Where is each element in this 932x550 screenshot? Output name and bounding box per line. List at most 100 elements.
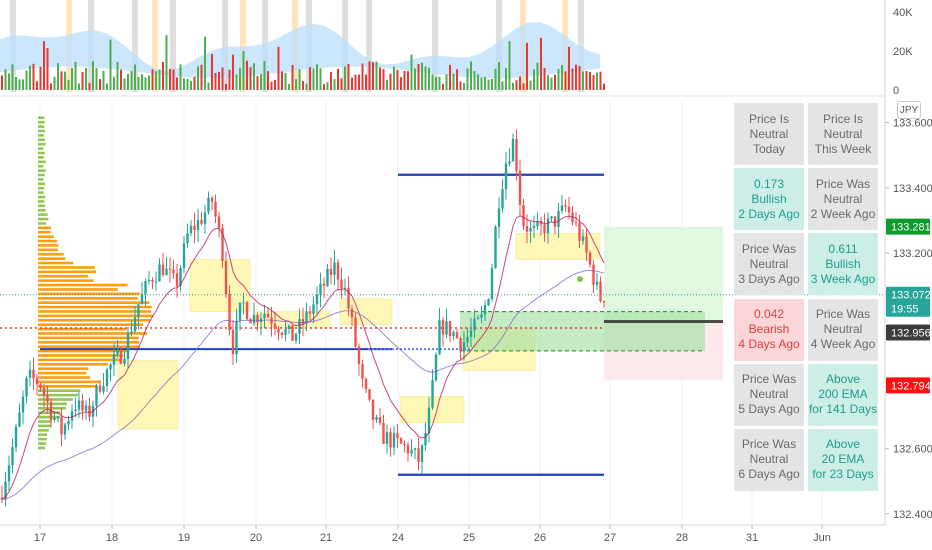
volume-bar <box>137 76 140 90</box>
candle <box>109 362 112 382</box>
volume-bar <box>190 80 192 90</box>
price-tags: 133.281 133.072 19:55 132.956 132.794 <box>886 218 931 394</box>
volume-bar <box>270 81 273 90</box>
candle <box>326 264 329 287</box>
profile-bar <box>38 340 140 344</box>
candle <box>494 225 497 269</box>
candle <box>487 298 490 307</box>
volume-bar <box>267 71 269 90</box>
candle <box>375 414 378 423</box>
profile-bar <box>38 239 57 243</box>
volume-bar <box>64 71 66 90</box>
candle-body <box>459 338 462 352</box>
candle-body <box>581 236 585 241</box>
candle <box>445 308 448 339</box>
candle <box>550 215 553 222</box>
level-lines <box>0 173 885 476</box>
candles-layer[interactable] <box>0 129 606 507</box>
candle-body <box>588 252 592 265</box>
candle <box>574 212 578 227</box>
profile-bar <box>38 134 44 137</box>
candle-body <box>35 378 39 385</box>
volume-bar <box>484 76 486 90</box>
candle-body <box>431 380 434 408</box>
candle-body <box>312 304 315 314</box>
profile-bar <box>38 125 45 128</box>
volume-bar <box>347 63 350 90</box>
profile-bar <box>38 164 44 168</box>
candle <box>434 352 438 382</box>
volume-bar <box>158 69 161 90</box>
volume-bar <box>298 69 301 90</box>
volume-bar <box>211 53 213 90</box>
currency-badge[interactable]: JPY <box>897 101 921 119</box>
candle <box>266 308 270 319</box>
volume-bar <box>533 69 535 90</box>
volume-bar <box>277 46 280 90</box>
volume-bar <box>165 35 168 90</box>
time-tick-label: 24 <box>392 532 404 544</box>
candle-body <box>109 364 112 370</box>
candle <box>515 129 518 181</box>
profile-bar <box>38 213 48 216</box>
candle <box>63 422 67 440</box>
profile-bar <box>38 147 44 150</box>
volume-bar <box>109 39 112 90</box>
candle-body <box>245 302 249 320</box>
volume-bar <box>141 74 143 90</box>
axes: 133.600 133.400 133.200 132.600 132.400 40K 20… <box>34 7 932 544</box>
candle <box>193 212 196 244</box>
candle <box>462 331 466 361</box>
volume-bar <box>11 64 14 90</box>
volume-bar <box>515 80 518 90</box>
volume-bar <box>550 77 553 90</box>
profile-bar <box>38 371 87 375</box>
candle <box>469 317 473 347</box>
candle <box>403 440 406 453</box>
candle <box>473 309 476 339</box>
candle <box>25 376 28 404</box>
ema-lines <box>1 215 605 500</box>
candle-body <box>126 333 130 359</box>
candle <box>410 439 413 457</box>
candle <box>438 307 441 356</box>
status-cell-line: for 23 Days <box>812 467 874 482</box>
status-cell-line: Neutral <box>823 126 863 141</box>
profile-bar <box>38 424 52 428</box>
volume-bar <box>25 70 28 90</box>
volume-bar <box>214 72 217 90</box>
candle-body <box>347 287 350 309</box>
candle <box>0 485 4 504</box>
candle-body <box>532 226 536 228</box>
candle-body <box>515 138 518 171</box>
volume-bar <box>46 48 49 90</box>
candle-body <box>389 432 392 448</box>
candle-body <box>585 236 588 253</box>
candle <box>364 377 368 394</box>
time-tick-label: 19 <box>178 532 190 544</box>
candle-body <box>196 219 200 231</box>
candle <box>406 441 410 462</box>
profile-bar <box>38 182 46 186</box>
volume-bar <box>568 46 570 90</box>
volume-bar <box>389 73 392 90</box>
candle <box>102 372 105 395</box>
candle-body <box>462 342 466 352</box>
candle-body <box>578 222 581 241</box>
candle-body <box>378 417 382 423</box>
candle <box>441 316 445 347</box>
profile-bar <box>38 252 64 256</box>
volume-bar <box>295 79 297 90</box>
status-cell-line: 4 Days Ago <box>738 337 800 352</box>
candle <box>294 332 298 344</box>
volume-bar <box>22 79 24 90</box>
candle <box>588 250 592 268</box>
status-cell-line: Neutral <box>823 191 863 206</box>
profile-bar <box>38 178 44 181</box>
candle <box>518 159 522 216</box>
status-cell-line: Price Is <box>748 111 789 126</box>
candle-body <box>98 385 102 392</box>
price-tick-label: 133.200 <box>893 248 932 260</box>
candle <box>116 339 119 358</box>
candle-body <box>319 283 322 295</box>
